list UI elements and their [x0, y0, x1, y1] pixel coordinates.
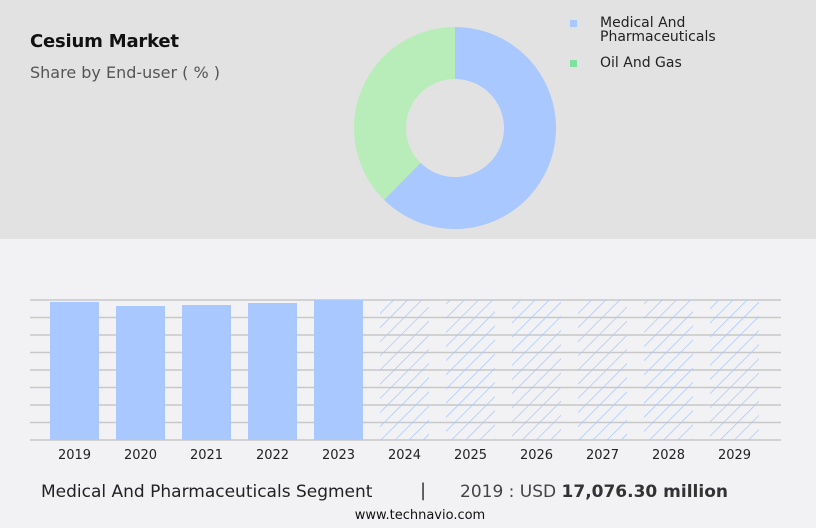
- x-tick-label: 2022: [256, 448, 289, 463]
- legend-label-oil-gas: Oil And Gas: [600, 55, 682, 71]
- bar-2019: [50, 302, 99, 440]
- bar-2024: [380, 300, 429, 440]
- x-tick-label: 2026: [520, 448, 553, 463]
- chart-subtitle: Share by End-user ( % ): [30, 63, 220, 82]
- segment-value-prefix: 2019 : USD: [460, 482, 562, 502]
- bar-2025: [446, 300, 495, 440]
- segment-label: Medical And Pharmaceuticals Segment: [41, 482, 373, 502]
- legend-marker-oil-gas: [570, 60, 577, 67]
- x-tick-label: 2028: [652, 448, 685, 463]
- footer-separator: |: [420, 480, 427, 501]
- x-tick-label: 2024: [388, 448, 421, 463]
- legend-label-medical: Medical And Pharmaceuticals: [600, 15, 716, 45]
- donut-segment-medical: [384, 27, 556, 230]
- x-tick-label: 2021: [190, 448, 223, 463]
- bar-2026: [512, 300, 561, 440]
- x-tick-label: 2020: [124, 448, 157, 463]
- chart-title: Cesium Market: [30, 31, 179, 52]
- donut-segment-oil-gas: [354, 27, 455, 200]
- segment-value: 2019 : USD 17,076.30 million: [460, 482, 728, 502]
- bar-2021: [182, 305, 231, 440]
- bar-2027: [578, 300, 627, 440]
- bar-2028: [644, 300, 693, 440]
- bar-2020: [116, 306, 165, 440]
- x-tick-label: 2029: [718, 448, 751, 463]
- segment-value-amount: 17,076.30 million: [561, 482, 728, 502]
- x-tick-label: 2023: [322, 448, 355, 463]
- legend-marker-medical: [570, 20, 577, 27]
- donut-chart: [354, 27, 556, 230]
- source-link[interactable]: www.technavio.com: [354, 508, 486, 523]
- bar-2029: [710, 300, 759, 440]
- bar-2022: [248, 302, 297, 440]
- x-tick-label: 2027: [586, 448, 619, 463]
- x-tick-label: 2019: [58, 448, 91, 463]
- bar-2023: [314, 300, 363, 440]
- x-tick-label: 2025: [454, 448, 487, 463]
- bar-chart: 2019 2020 2021 2022 2023 2024 2025 2026 2027 2028…: [30, 299, 781, 463]
